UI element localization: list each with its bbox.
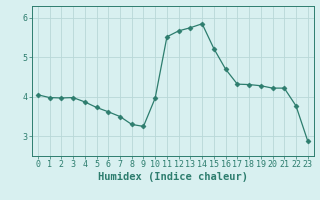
X-axis label: Humidex (Indice chaleur): Humidex (Indice chaleur) bbox=[98, 172, 248, 182]
